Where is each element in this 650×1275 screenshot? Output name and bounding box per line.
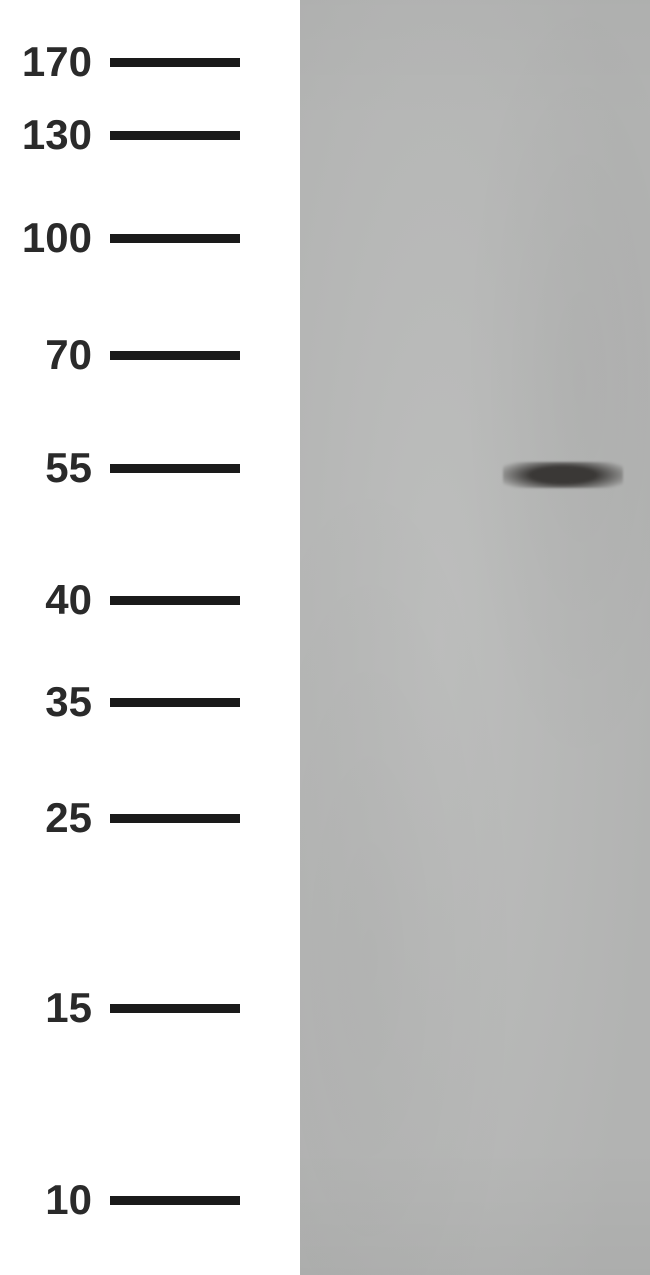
marker-tick xyxy=(110,596,240,605)
marker-row: 55 xyxy=(0,447,300,489)
marker-tick xyxy=(110,814,240,823)
marker-row: 100 xyxy=(0,217,300,259)
marker-tick xyxy=(110,1196,240,1205)
marker-label: 25 xyxy=(0,794,110,842)
marker-row: 170 xyxy=(0,41,300,83)
protein-band xyxy=(503,462,623,488)
marker-label: 55 xyxy=(0,444,110,492)
marker-label: 15 xyxy=(0,984,110,1032)
marker-tick xyxy=(110,464,240,473)
marker-tick xyxy=(110,1004,240,1013)
marker-row: 35 xyxy=(0,681,300,723)
marker-tick xyxy=(110,698,240,707)
marker-tick xyxy=(110,234,240,243)
marker-tick xyxy=(110,131,240,140)
western-blot-figure: 170 130 100 70 55 40 35 25 15 10 xyxy=(0,0,650,1275)
marker-label: 170 xyxy=(0,38,110,86)
marker-row: 40 xyxy=(0,579,300,621)
marker-label: 70 xyxy=(0,331,110,379)
lane-1 xyxy=(300,0,475,1275)
marker-row: 10 xyxy=(0,1179,300,1221)
blot-membrane xyxy=(300,0,650,1275)
marker-label: 130 xyxy=(0,111,110,159)
marker-label: 10 xyxy=(0,1176,110,1224)
marker-label: 40 xyxy=(0,576,110,624)
marker-row: 70 xyxy=(0,334,300,376)
marker-tick xyxy=(110,58,240,67)
marker-label: 100 xyxy=(0,214,110,262)
marker-tick xyxy=(110,351,240,360)
lane-2 xyxy=(475,0,650,1275)
marker-row: 130 xyxy=(0,114,300,156)
molecular-weight-ladder: 170 130 100 70 55 40 35 25 15 10 xyxy=(0,0,300,1275)
marker-row: 25 xyxy=(0,797,300,839)
marker-label: 35 xyxy=(0,678,110,726)
marker-row: 15 xyxy=(0,987,300,1029)
